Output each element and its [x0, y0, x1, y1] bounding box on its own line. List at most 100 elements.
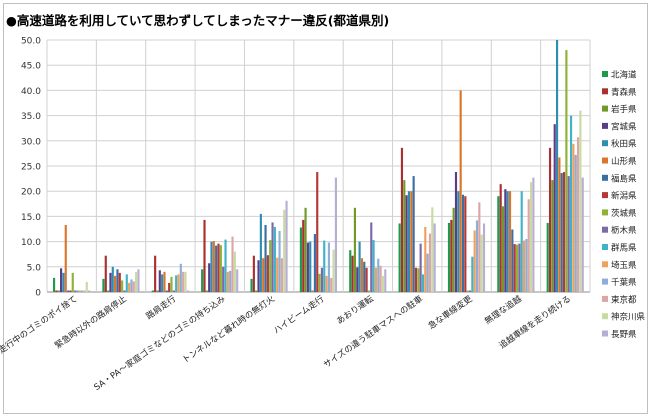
bar: [210, 241, 213, 292]
bar: [398, 223, 401, 292]
legend-swatch: [602, 105, 608, 112]
x-tick-label: トンネルなど暮れ時の無灯火: [180, 293, 277, 366]
bar: [499, 184, 502, 292]
bar: [410, 191, 413, 292]
legend-swatch: [602, 226, 608, 233]
bar: [370, 222, 373, 292]
bar: [81, 290, 84, 292]
bar: [330, 277, 333, 292]
chart-title: ●高速道路を利用していて思わずしてしまったマナー違反(都道県別): [6, 13, 390, 28]
bar: [186, 290, 189, 292]
bar: [529, 182, 533, 292]
bar: [302, 219, 305, 292]
y-tick-label: 5.0: [27, 263, 42, 273]
bar: [546, 222, 549, 292]
bar: [365, 267, 368, 292]
bar: [151, 290, 154, 292]
bar: [132, 281, 135, 292]
y-tick-label: 35.0: [21, 112, 41, 122]
bar: [372, 240, 375, 292]
bar: [71, 272, 74, 292]
bar: [320, 267, 323, 292]
bar: [53, 277, 56, 292]
bar: [217, 243, 220, 292]
bar: [459, 90, 462, 293]
bar: [405, 195, 408, 292]
bar: [353, 207, 356, 292]
bar: [311, 290, 314, 292]
legend-label: 東京都: [611, 294, 637, 305]
bar: [158, 270, 161, 292]
bar: [480, 234, 483, 292]
bar: [236, 269, 239, 292]
legend-swatch: [602, 88, 608, 95]
bar: [572, 143, 575, 292]
bar: [576, 137, 580, 292]
bar: [257, 260, 260, 292]
bar: [224, 239, 227, 292]
bar: [478, 202, 481, 292]
bar: [57, 290, 60, 292]
y-tick-label: 10.0: [21, 238, 41, 248]
legend-label: 千葉県: [611, 277, 637, 288]
bar: [565, 50, 568, 292]
bar: [179, 263, 182, 292]
legend-swatch: [602, 140, 608, 147]
legend-swatch: [602, 157, 608, 164]
bar: [525, 239, 528, 292]
bar: [212, 241, 215, 292]
bar: [482, 223, 486, 292]
bar: [231, 236, 234, 292]
bar: [262, 258, 265, 292]
bar: [125, 274, 128, 292]
bar: [403, 180, 406, 292]
bar: [280, 258, 283, 292]
bar: [560, 173, 563, 292]
bar: [454, 172, 458, 292]
legend-swatch: [602, 174, 608, 181]
bar: [222, 266, 225, 292]
bar: [553, 124, 556, 292]
bar: [419, 243, 422, 292]
bar: [128, 282, 131, 292]
legend-label: 秋田県: [611, 139, 637, 150]
bar: [363, 261, 366, 292]
legend-swatch: [602, 313, 608, 320]
bar: [109, 272, 112, 292]
bar: [508, 191, 512, 292]
bar: [102, 278, 105, 292]
bar: [309, 241, 312, 292]
x-tick-label: ハイビーム走行: [272, 293, 327, 336]
bar: [76, 290, 79, 292]
legend-label: 青森県: [611, 87, 637, 98]
legend-swatch: [602, 209, 608, 216]
bar: [74, 290, 77, 292]
bar: [226, 271, 229, 292]
bar: [83, 290, 86, 292]
bar: [318, 273, 321, 292]
bar: [433, 223, 436, 292]
bar: [518, 243, 521, 292]
bar: [219, 245, 222, 292]
bar: [367, 290, 371, 292]
bar: [172, 290, 175, 292]
bar: [283, 209, 286, 292]
bar: [121, 280, 124, 292]
legend-swatch: [602, 278, 608, 285]
bar: [407, 191, 411, 292]
bar: [323, 240, 326, 292]
bar: [457, 191, 460, 292]
y-tick-label: 30.0: [21, 137, 41, 147]
bar: [464, 196, 467, 292]
bar: [250, 278, 253, 292]
bar: [379, 265, 382, 292]
bar: [313, 234, 316, 292]
bar: [562, 172, 566, 292]
bar: [548, 147, 552, 292]
legend-label: 北海道: [611, 70, 637, 81]
legend-swatch: [602, 244, 608, 250]
bar: [123, 290, 126, 292]
bar: [154, 255, 157, 292]
x-tick-label: 走行中のゴミのポイ捨て: [0, 293, 79, 356]
